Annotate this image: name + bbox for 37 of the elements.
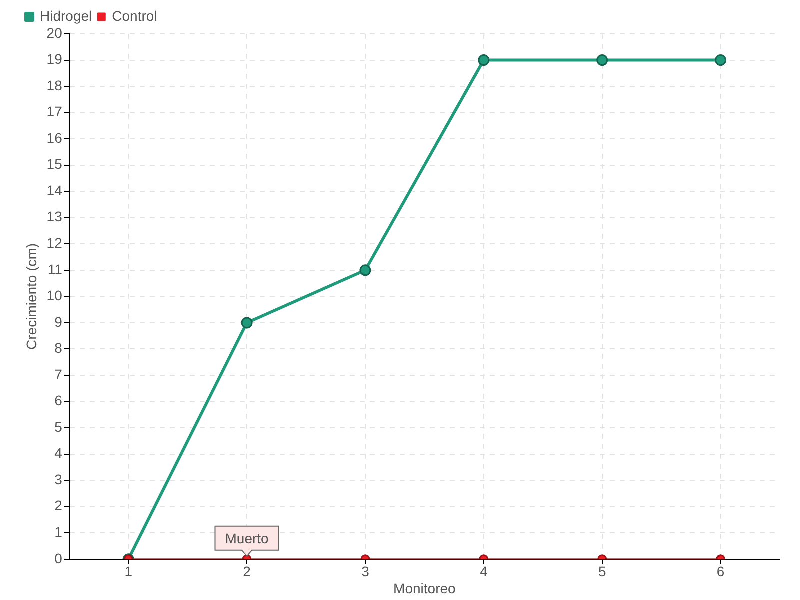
y-tick-label: 18 — [46, 77, 63, 94]
y-tick-label: 11 — [48, 261, 63, 278]
y-tick-label: 13 — [46, 208, 63, 225]
legend-label: Hidrogel — [40, 8, 92, 24]
y-tick-label: 19 — [46, 51, 63, 68]
y-tick-label: 8 — [54, 340, 63, 356]
y-tick-label: 2 — [54, 498, 63, 514]
x-tick-label: 6 — [716, 564, 725, 580]
y-tick-label: 3 — [54, 471, 63, 488]
y-tick-label: 9 — [54, 314, 63, 330]
point — [360, 264, 372, 276]
point — [478, 54, 490, 66]
x-axis-title: Monitoreo — [394, 580, 456, 596]
y-tick-label: 17 — [46, 104, 63, 120]
point — [241, 317, 253, 329]
y-tick-label: 0 — [54, 550, 63, 566]
annotation: Muerto — [225, 530, 270, 546]
x-tick-label: 2 — [243, 564, 252, 580]
x-tick-label: 3 — [362, 564, 370, 580]
y-tick-label: 10 — [46, 288, 63, 304]
y-tick-label: 1 — [54, 524, 63, 540]
y-axis-title: Crecimiento (cm) — [23, 243, 40, 350]
point — [715, 54, 727, 66]
x-tick-label: 4 — [480, 564, 488, 580]
y-tick-label: 6 — [54, 392, 63, 409]
y-tick-label: 5 — [54, 418, 63, 435]
y-tick-label: 14 — [46, 182, 63, 198]
y-tick-label: 7 — [54, 366, 63, 382]
y-tick-label: 15 — [46, 156, 63, 172]
y-tick-label: 20 — [46, 24, 63, 41]
y-tick-label: 4 — [54, 445, 63, 462]
x-tick-label: 5 — [598, 564, 606, 580]
y-tick-label: 16 — [46, 130, 63, 146]
y-tick-label: 12 — [46, 235, 63, 252]
legend-label: Control — [112, 8, 158, 24]
point — [596, 54, 608, 66]
x-tick-label: 1 — [124, 564, 133, 580]
